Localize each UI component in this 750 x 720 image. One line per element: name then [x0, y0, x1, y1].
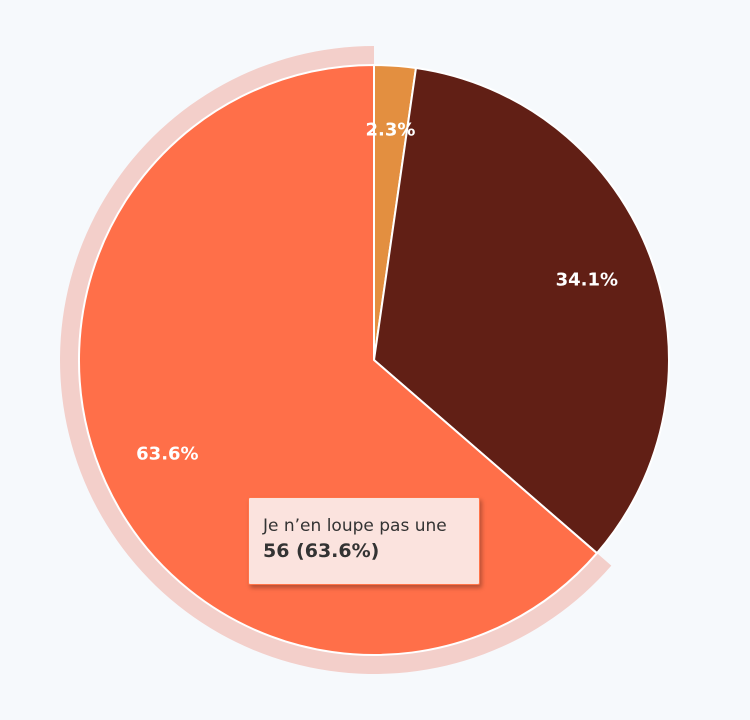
pie-slice-halo — [60, 46, 612, 674]
pie-slice-label-2: 34.1% — [556, 270, 618, 291]
tooltip-value: 56 (63.6%) — [263, 540, 380, 562]
pie-slice-label-1: 2.3% — [365, 119, 415, 140]
pie-slice-2[interactable] — [373, 67, 670, 555]
tooltip-title: Je n’en loupe pas une — [263, 516, 447, 536]
pie-slice-label-3: 63.6% — [136, 443, 198, 464]
chart-tooltip: Je n’en loupe pas une 56 (63.6%) — [248, 497, 480, 585]
